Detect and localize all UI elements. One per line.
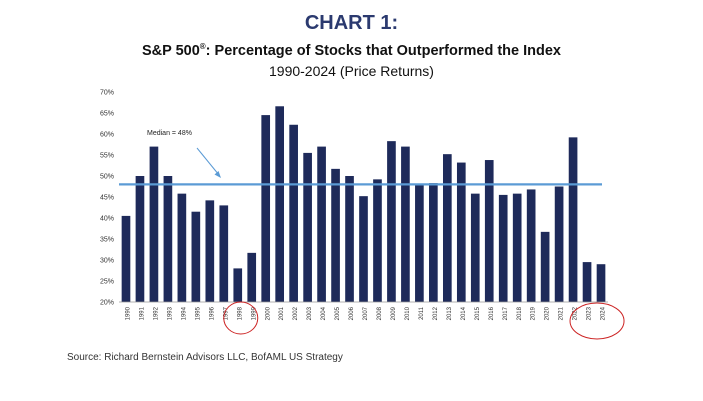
x-tick-label: 2022 (573, 306, 579, 320)
bar-1994 (177, 193, 187, 302)
x-tick-label: 1993 (167, 306, 173, 320)
bar-2012 (429, 183, 438, 302)
y-tick-label: 65% (100, 111, 114, 118)
bar-2015 (470, 193, 480, 302)
median-arrow-head (214, 171, 221, 178)
x-tick-label: 1996 (209, 306, 215, 320)
bar-2002 (289, 124, 298, 302)
source-note: Source: Richard Bernstein Advisors LLC, … (67, 352, 343, 363)
y-tick-label: 45% (100, 195, 114, 202)
y-tick-label: 30% (100, 258, 114, 265)
x-tick-label: 2015 (475, 306, 481, 320)
bar-2014 (456, 162, 466, 302)
x-tick-label: 2012 (433, 306, 439, 320)
x-tick-label: 2004 (321, 306, 327, 320)
y-tick-label: 60% (100, 132, 114, 139)
x-tick-label: 2014 (461, 306, 467, 320)
chart-subtitle: S&P 500®: Percentage of Stocks that Outp… (0, 42, 703, 59)
highlight-circle-1998 (223, 301, 259, 335)
x-tick-label: 2019 (531, 306, 537, 320)
y-tick-label: 40% (100, 216, 114, 223)
bar-2022 (568, 137, 578, 302)
x-tick-label: 2010 (405, 306, 411, 320)
bar-2008 (373, 179, 382, 302)
bar-2010 (401, 146, 410, 302)
bar-1991 (135, 176, 145, 302)
median-arrow-line (196, 147, 220, 176)
median-label: Median = 48% (147, 130, 192, 137)
x-tick-label: 1992 (154, 306, 160, 320)
y-tick-label: 50% (100, 174, 114, 181)
bar-2013 (442, 154, 452, 302)
bar-1999 (247, 252, 257, 302)
x-tick-label: 2023 (587, 306, 593, 320)
x-tick-label: 2007 (363, 306, 369, 320)
y-tick-label: 20% (100, 300, 114, 307)
bar-2023 (582, 262, 592, 302)
bar-2016 (484, 160, 494, 302)
bar-2000 (261, 115, 271, 302)
bar-2009 (387, 141, 396, 302)
x-tick-label: 2017 (503, 306, 509, 320)
y-tick-label: 55% (100, 153, 114, 160)
x-tick-label: 1999 (251, 306, 257, 320)
x-tick-label: 2021 (559, 306, 565, 320)
x-tick-label: 1995 (195, 306, 201, 320)
bar-1996 (205, 200, 215, 302)
x-tick-label: 2009 (391, 306, 397, 320)
x-tick-label: 2006 (349, 306, 355, 320)
x-tick-label: 2002 (293, 306, 299, 320)
x-tick-label: 2013 (447, 306, 453, 320)
subtitle-description: : Percentage of Stocks that Outperformed… (205, 42, 561, 59)
x-tick-label: 2001 (279, 306, 285, 320)
x-tick-label: 2016 (489, 306, 495, 320)
bar-2021 (554, 186, 564, 302)
chart-period: 1990-2024 (Price Returns) (269, 63, 434, 79)
highlight-circle-2023-2024 (569, 302, 625, 340)
bar-2003 (303, 152, 312, 302)
x-tick-label: 1991 (140, 306, 146, 320)
y-tick-label: 25% (100, 279, 114, 286)
registered-mark: ® (199, 42, 206, 51)
x-tick-label: 1998 (237, 306, 243, 320)
bar-2005 (331, 168, 340, 302)
x-tick-label: 2024 (601, 306, 607, 320)
x-tick-label: 2020 (545, 306, 551, 320)
y-tick-label: 70% (100, 90, 114, 97)
x-tick-label: 2011 (419, 306, 425, 320)
x-tick-label: 1994 (181, 306, 187, 320)
bar-1997 (219, 205, 229, 302)
bar-2019 (526, 189, 536, 302)
x-tick-label: 2005 (335, 306, 341, 320)
y-tick-label: 35% (100, 237, 114, 244)
bar-2001 (275, 106, 285, 302)
bar-2011 (415, 184, 424, 302)
x-tick-label: 2008 (377, 306, 383, 320)
bar-1992 (149, 146, 159, 302)
bar-2007 (359, 196, 368, 302)
x-tick-label: 2003 (307, 306, 313, 320)
bar-2024 (596, 264, 606, 302)
subtitle-index-name: S&P 500 (141, 42, 200, 59)
bar-1993 (163, 176, 173, 302)
bar-2020 (540, 231, 550, 302)
bar-2004 (317, 146, 326, 302)
x-tick-label: 1997 (223, 306, 229, 320)
x-tick-label: 2018 (517, 306, 523, 320)
chart-number-title: CHART 1: (304, 12, 399, 34)
bar-2006 (345, 176, 354, 302)
bar-1998 (233, 268, 243, 302)
bar-2018 (512, 193, 522, 302)
bar-1990 (121, 215, 131, 302)
x-tick-label: 1990 (126, 306, 132, 320)
bar-1995 (191, 211, 201, 302)
x-tick-label: 2000 (265, 306, 271, 320)
bar-2017 (498, 194, 508, 302)
